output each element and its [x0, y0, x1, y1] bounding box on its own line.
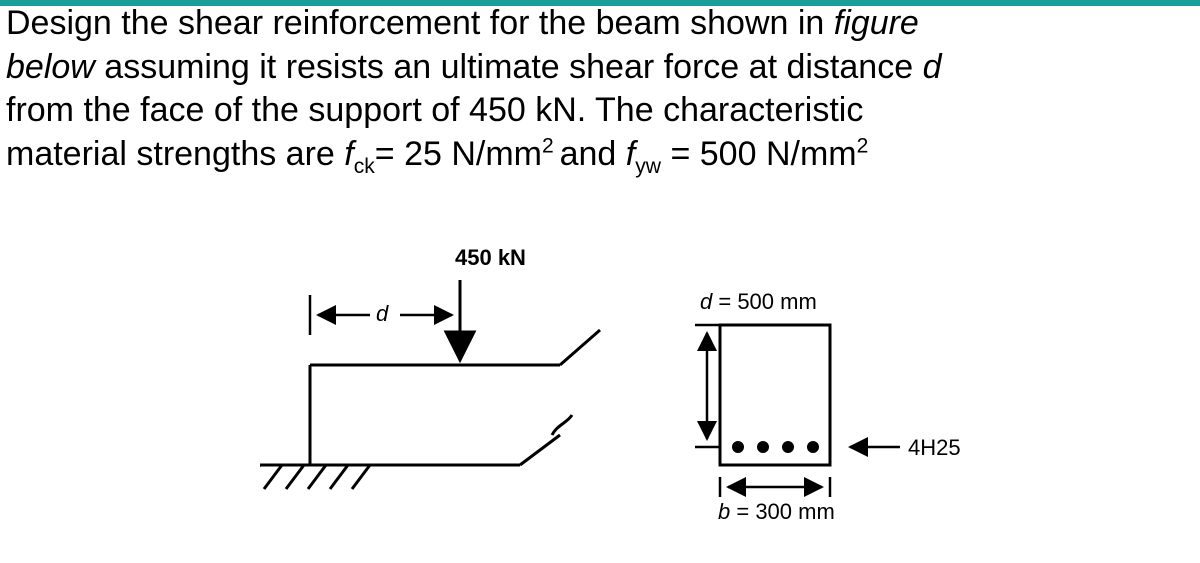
sub-yw: yw [635, 154, 661, 177]
d-label: d = 500 mm [700, 289, 817, 315]
sup-2: 2 [857, 134, 869, 157]
sub-ck: ck [354, 154, 375, 177]
text: from the face of the support of 450 kN. … [6, 91, 863, 129]
beam-elevation [310, 330, 600, 465]
text-italic: below [6, 48, 95, 86]
b-label: b = 300 mm [718, 499, 835, 525]
var-f: f [626, 135, 635, 173]
support [260, 465, 370, 489]
var-f: f [344, 135, 353, 173]
beam-diagram: 450 kN d d = 500 mm b = 300 mm 4H25 [260, 245, 1060, 545]
text: = 25 N/mm [375, 135, 542, 173]
text: = 500 N/mm [661, 135, 857, 173]
diagram-svg [260, 245, 1060, 545]
text-italic: figure [834, 4, 919, 42]
text: and [560, 135, 626, 173]
width-dimension [720, 477, 830, 497]
text-italic: d [923, 48, 942, 86]
text: Design the shear reinforcement for the b… [6, 4, 834, 42]
shear-force-label: 450 kN [455, 245, 526, 271]
depth-dimension [695, 325, 720, 447]
sup-2: 2 [542, 134, 560, 157]
rebar-label: 4H25 [908, 435, 961, 461]
text: assuming it resists an ultimate shear fo… [95, 48, 923, 86]
cross-section [720, 325, 830, 465]
problem-statement: Design the shear reinforcement for the b… [6, 2, 1186, 176]
d-letter: d [376, 301, 388, 327]
text: material strengths are [6, 135, 344, 173]
